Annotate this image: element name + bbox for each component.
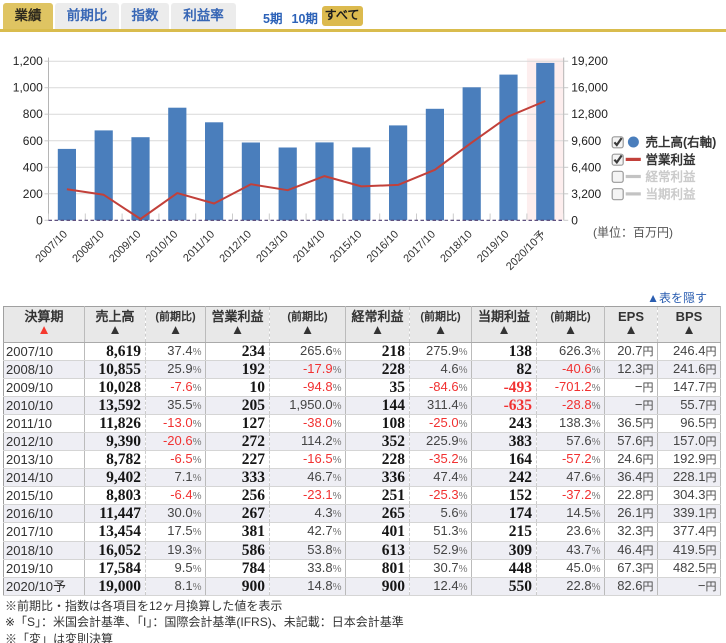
svg-text:営業利益: 営業利益 bbox=[646, 152, 697, 167]
svg-text:経常利益: 経常利益 bbox=[646, 169, 697, 184]
svg-text:16,000: 16,000 bbox=[571, 81, 608, 95]
svg-text:1,200: 1,200 bbox=[13, 54, 43, 68]
svg-text:(単位：百万円): (単位：百万円) bbox=[593, 225, 673, 240]
svg-text:売上高(右軸): 売上高(右軸) bbox=[646, 135, 717, 150]
svg-text:6,400: 6,400 bbox=[571, 160, 601, 174]
svg-text:0: 0 bbox=[571, 213, 578, 227]
svg-text:2010/10: 2010/10 bbox=[144, 228, 181, 265]
svg-text:1,000: 1,000 bbox=[13, 81, 43, 95]
svg-text:2014/10: 2014/10 bbox=[291, 228, 328, 265]
svg-text:2015/10: 2015/10 bbox=[328, 228, 365, 265]
svg-text:12,800: 12,800 bbox=[571, 107, 608, 121]
svg-text:0: 0 bbox=[36, 213, 43, 227]
svg-text:9,600: 9,600 bbox=[571, 134, 601, 148]
svg-text:2017/10: 2017/10 bbox=[401, 228, 438, 265]
svg-text:2020/10予: 2020/10予 bbox=[503, 228, 548, 273]
svg-text:当期利益: 当期利益 bbox=[646, 186, 697, 201]
svg-text:2016/10: 2016/10 bbox=[365, 228, 402, 265]
svg-text:2011/10: 2011/10 bbox=[181, 228, 217, 264]
svg-text:2012/10: 2012/10 bbox=[217, 228, 254, 265]
svg-text:2019/10: 2019/10 bbox=[475, 228, 512, 265]
svg-text:2018/10: 2018/10 bbox=[438, 228, 475, 265]
svg-text:3,200: 3,200 bbox=[571, 187, 601, 201]
svg-text:2013/10: 2013/10 bbox=[254, 228, 291, 265]
svg-text:200: 200 bbox=[23, 187, 43, 201]
svg-text:2008/10: 2008/10 bbox=[70, 228, 107, 265]
svg-text:400: 400 bbox=[23, 160, 43, 174]
svg-text:19,200: 19,200 bbox=[571, 54, 608, 68]
svg-text:2009/10: 2009/10 bbox=[107, 228, 144, 265]
svg-text:2007/10: 2007/10 bbox=[33, 228, 70, 265]
svg-text:800: 800 bbox=[23, 107, 43, 121]
svg-text:600: 600 bbox=[23, 134, 43, 148]
